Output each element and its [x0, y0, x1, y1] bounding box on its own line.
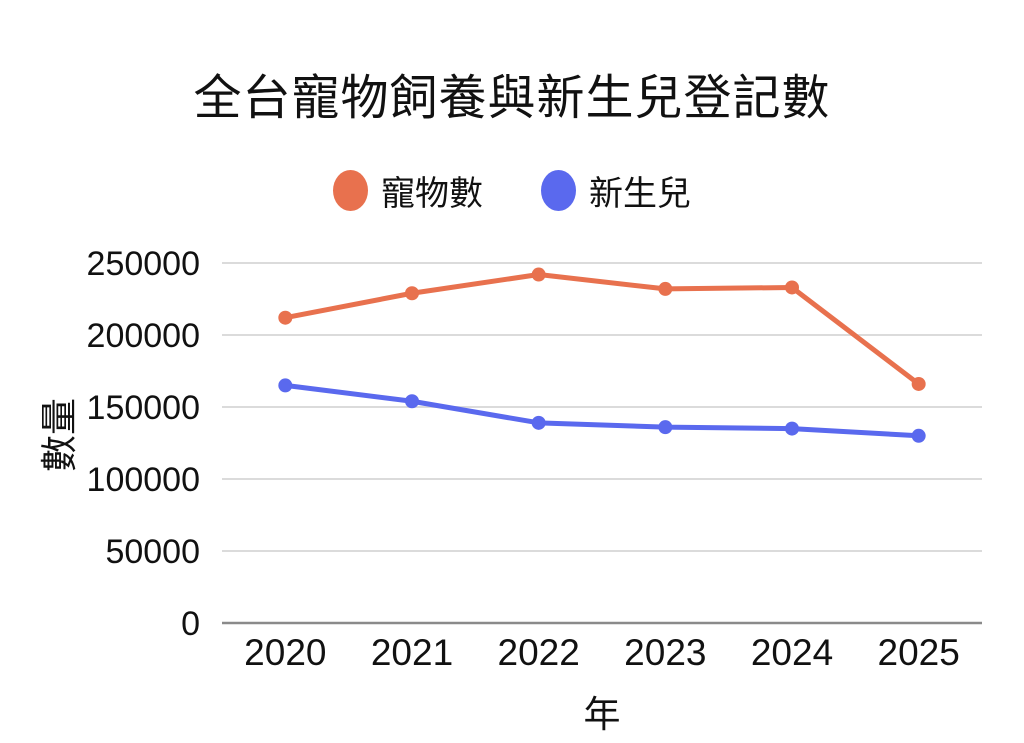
y-tick-label: 0 — [181, 605, 200, 643]
data-point — [531, 267, 546, 282]
legend: 寵物數 新生兒 — [0, 167, 1024, 213]
data-point — [911, 428, 926, 443]
data-point — [278, 378, 293, 393]
data-point — [785, 280, 799, 295]
legend-item[interactable]: 寵物數 — [333, 166, 483, 215]
y-tick-label: 100000 — [87, 461, 200, 499]
legend-item[interactable]: 新生兒 — [541, 166, 691, 215]
data-point — [531, 415, 546, 430]
y-tick-label: 50000 — [105, 533, 200, 571]
data-point — [405, 394, 419, 409]
y-tick-label: 250000 — [87, 245, 200, 283]
x-tick-label: 2025 — [878, 632, 960, 673]
x-tick-label: 2024 — [751, 632, 833, 673]
data-point — [405, 286, 419, 301]
series-line — [282, 272, 922, 387]
data-point — [658, 281, 673, 296]
legend-label: 寵物數 — [381, 174, 483, 213]
legend-swatch-circle-icon — [541, 169, 576, 211]
legend-swatch-circle-icon — [333, 169, 368, 211]
data-point — [785, 421, 799, 436]
x-tick-label: 2023 — [624, 632, 706, 673]
legend-label: 新生兒 — [589, 174, 691, 213]
y-tick-label: 200000 — [87, 317, 200, 355]
x-tick-label: 2021 — [371, 632, 453, 673]
data-point — [911, 376, 926, 391]
series-line — [282, 382, 922, 439]
x-axis-title: 年 — [583, 694, 621, 735]
x-tick-label: 2022 — [498, 632, 580, 673]
chart-title: 全台寵物飼養與新生兒登記數 — [193, 72, 831, 125]
data-point — [278, 310, 293, 325]
data-point — [658, 420, 673, 435]
y-tick-label: 150000 — [87, 389, 200, 427]
x-tick-label: 2020 — [244, 632, 326, 673]
